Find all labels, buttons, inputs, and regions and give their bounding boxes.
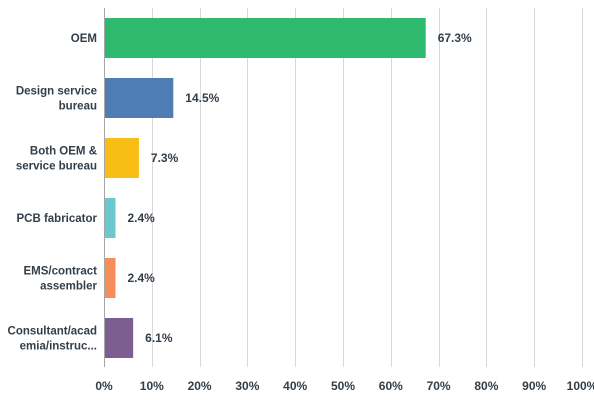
data-label: 2.4% xyxy=(127,271,155,285)
x-tick-label: 30% xyxy=(235,379,259,393)
category-label: PCB fabricator xyxy=(16,213,97,225)
x-tick-label: 40% xyxy=(283,379,307,393)
data-label: 2.4% xyxy=(127,211,155,225)
value-labels: 67.3% 14.5% 7.3% 2.4% 2.4% 6.1% xyxy=(127,31,472,345)
bars xyxy=(105,18,426,358)
x-axis-tick-labels: 0% 10% 20% 30% 40% 50% 60% 70% 80% 90% 100% xyxy=(95,379,594,393)
bar[interactable] xyxy=(105,18,426,58)
x-tick-label: 100% xyxy=(567,379,594,393)
category-label: EMS/contract assembler xyxy=(24,266,98,293)
category-label: Design service bureau xyxy=(16,86,97,113)
x-tick-label: 50% xyxy=(331,379,355,393)
category-label: Both OEM & service bureau xyxy=(16,146,97,173)
x-tick-label: 70% xyxy=(427,379,451,393)
x-tick-label: 80% xyxy=(474,379,498,393)
data-label: 6.1% xyxy=(145,331,173,345)
bar[interactable] xyxy=(105,138,139,178)
data-label: 7.3% xyxy=(151,151,179,165)
bar[interactable] xyxy=(105,78,174,118)
category-label: Consultant/acad emia/instruc... xyxy=(8,326,97,353)
x-tick-label: 10% xyxy=(140,379,164,393)
x-tick-label: 90% xyxy=(522,379,546,393)
data-label: 14.5% xyxy=(185,91,219,105)
bar[interactable] xyxy=(105,258,116,298)
grid-lines xyxy=(104,8,583,367)
data-label: 67.3% xyxy=(438,31,472,45)
category-labels: OEM Design service bureau Both OEM & service… xyxy=(8,33,98,353)
bar[interactable] xyxy=(105,318,134,358)
category-label: OEM xyxy=(71,33,97,45)
x-tick-label: 60% xyxy=(379,379,403,393)
x-tick-label: 20% xyxy=(188,379,212,393)
x-tick-label: 0% xyxy=(95,379,113,393)
bar[interactable] xyxy=(105,198,116,238)
